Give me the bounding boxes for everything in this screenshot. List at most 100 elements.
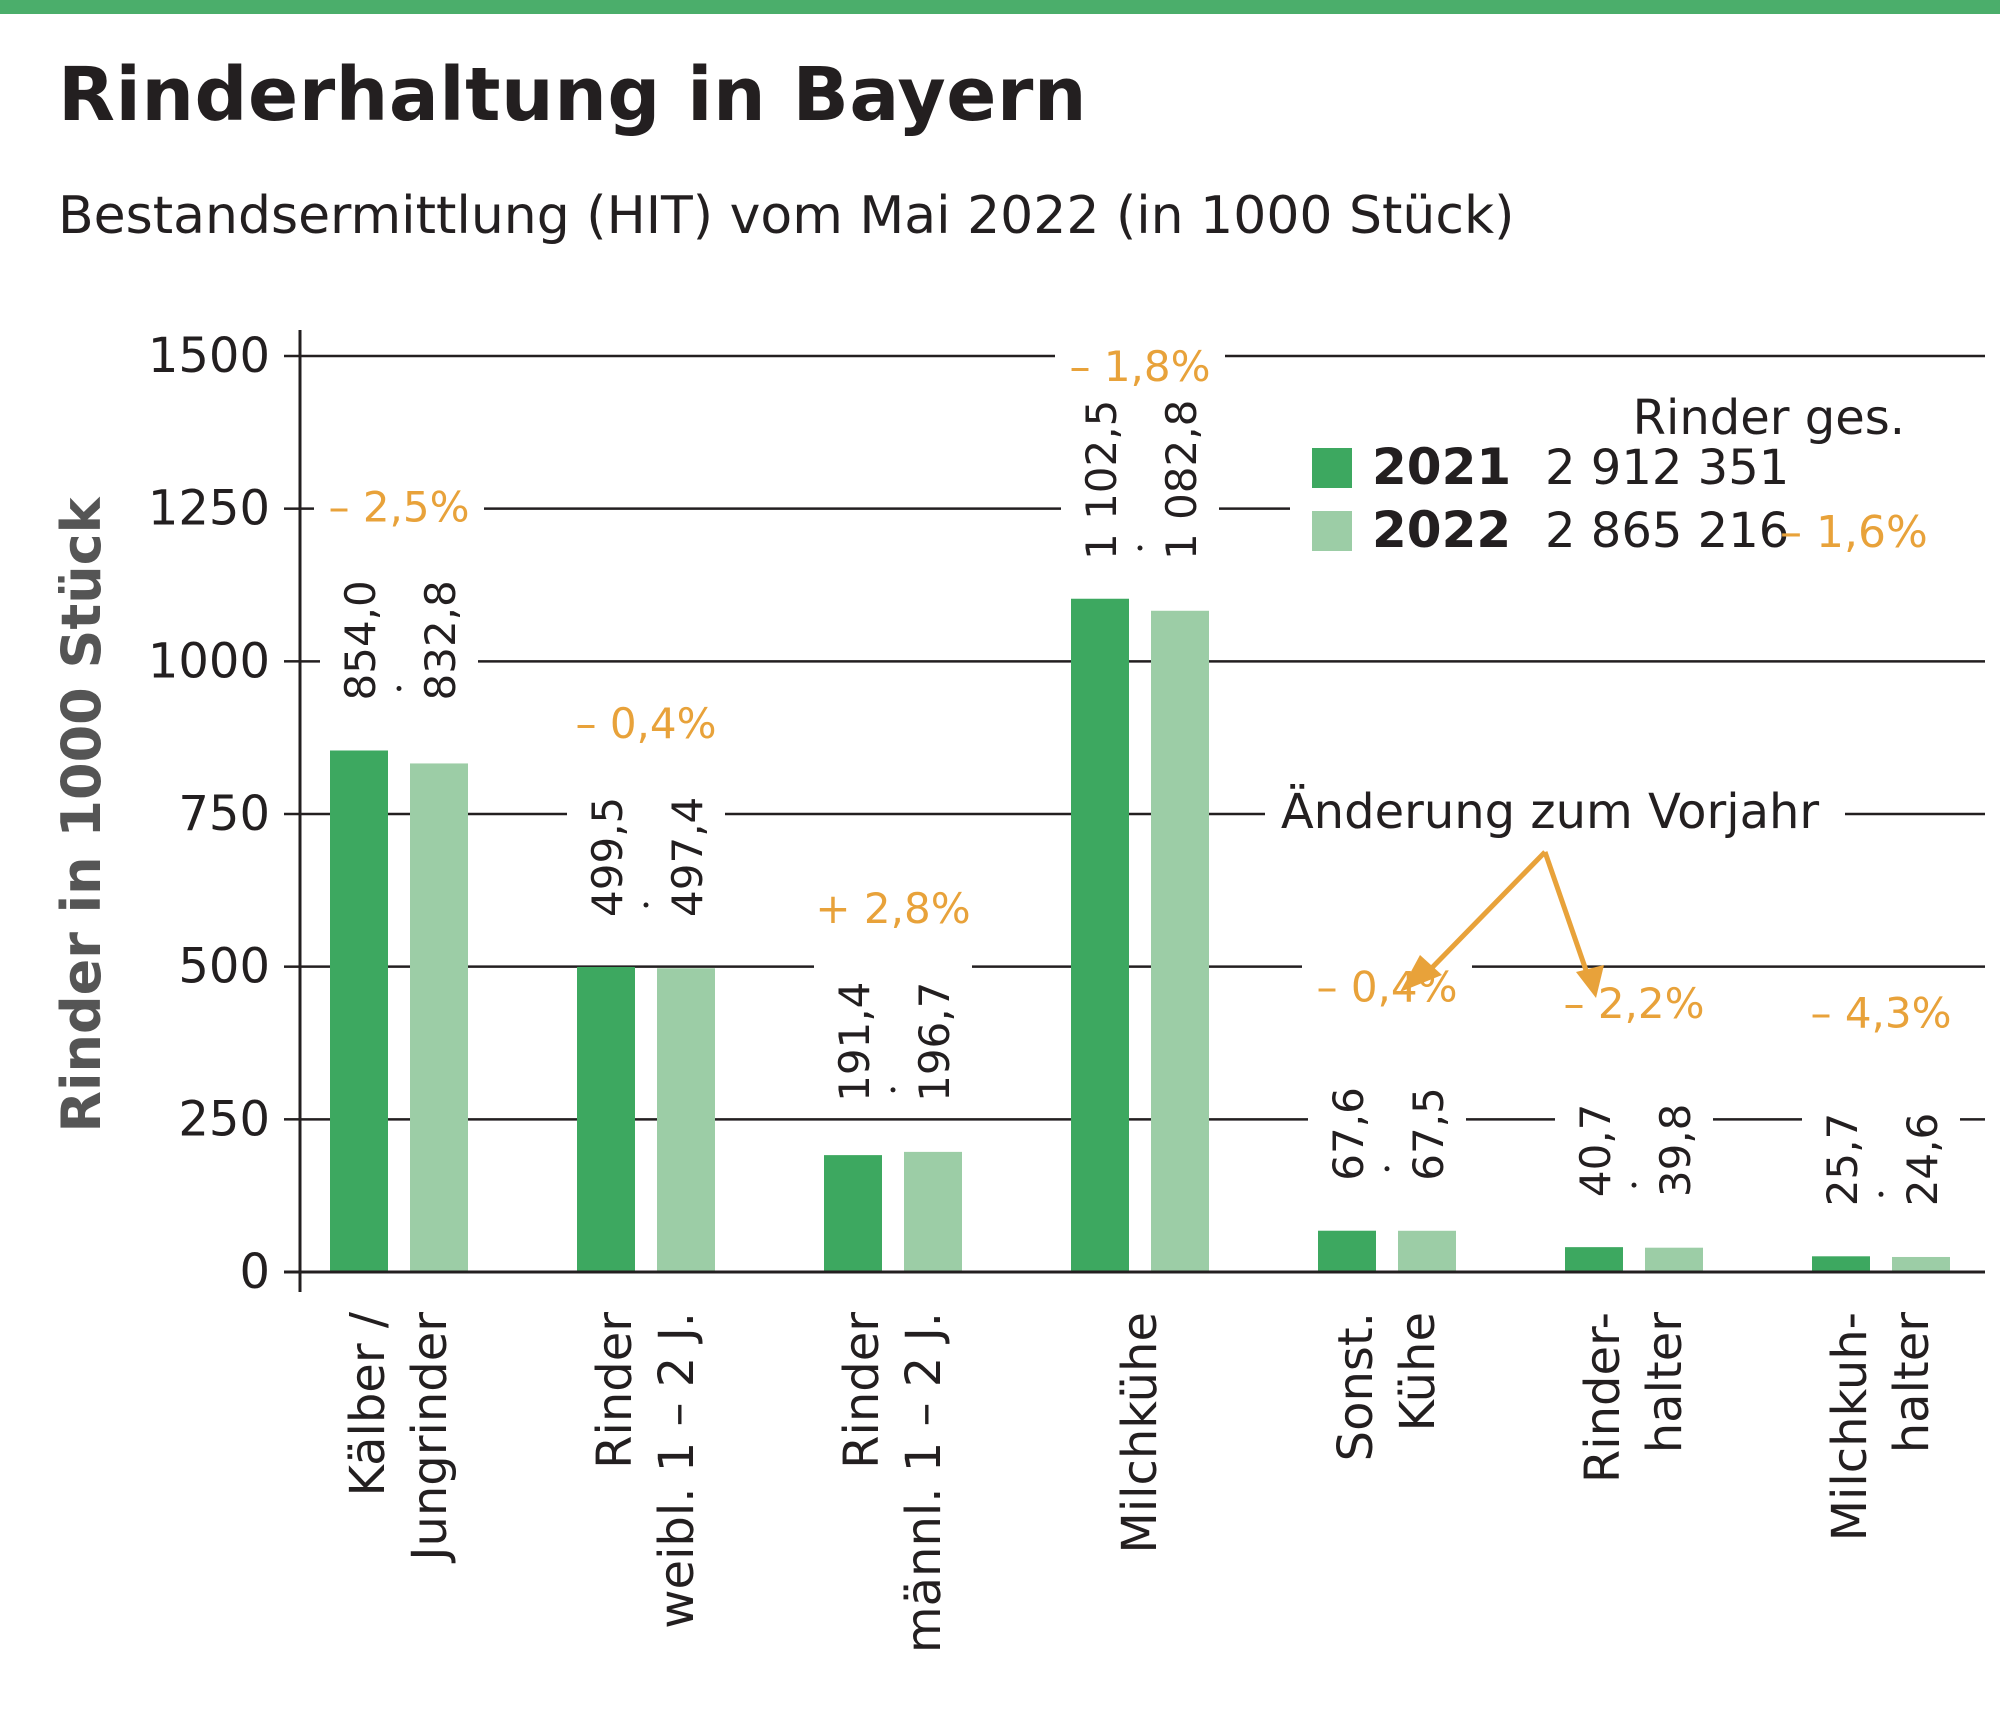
bar-2022 [904, 1151, 962, 1272]
change-label: – 4,3% [1810, 988, 1951, 1037]
legend: Rinder ges. 2021 2 912 351 2022 2 865 216– 1… [1312, 390, 1928, 559]
change-annotation: Änderung zum Vorjahr [1281, 784, 1820, 998]
bar-2022 [1892, 1256, 1950, 1272]
category-label: Rinder [587, 1312, 643, 1469]
y-tick-label: 500 [178, 939, 270, 995]
legend-total-2022: 2 865 216 [1545, 503, 1789, 559]
label-separator-dot [890, 1087, 896, 1093]
annotation-arrow-right [1542, 851, 1591, 977]
label-knockout [1555, 1032, 1713, 1208]
change-knockout [808, 876, 978, 937]
change-label: – 2,5% [328, 482, 469, 531]
annotation-arrow-left [1418, 850, 1547, 982]
change-knockout [1796, 981, 1966, 1042]
value-label-2022: 67,5 [1404, 1087, 1453, 1181]
value-label-2022: 196,7 [910, 982, 959, 1102]
category-label: halter [1637, 1312, 1693, 1454]
value-label-2022: 497,4 [663, 797, 712, 917]
label-separator-dot [1878, 1191, 1884, 1197]
bar-2021 [330, 750, 388, 1272]
legend-knockout [1290, 380, 1990, 580]
value-label-2021: 1 102,5 [1077, 400, 1126, 560]
value-label-2021: 40,7 [1571, 1104, 1620, 1198]
category-label: Milchkuh- [1822, 1312, 1878, 1541]
y-tick-label: 750 [178, 786, 270, 842]
legend-total-2021: 2 912 351 [1545, 440, 1789, 496]
legend-year-2021: 2021 [1372, 438, 1511, 496]
category-label: Milchkühe [1112, 1312, 1168, 1554]
bar-2021 [1318, 1230, 1376, 1272]
annotation-text: Änderung zum Vorjahr [1281, 784, 1820, 840]
axes: 0 250 500 750 1000 1250 1500 Rinder in 1000 Stü… [50, 328, 1985, 1653]
label-knockout [567, 751, 725, 927]
value-label-2021: 854,0 [336, 580, 385, 700]
change-knockout [314, 475, 484, 536]
legend-swatch-2022 [1312, 511, 1352, 551]
category-label: männl. 1 – 2 J. [896, 1312, 952, 1653]
data-labels: 854,0 832,8 – 2,5% 499,5 497,4 – 0,4% 191,4 196… [314, 335, 1990, 1217]
category-label: Kälber / [340, 1311, 396, 1496]
value-label-2022: 832,8 [416, 580, 465, 700]
category-label: weibl. 1 – 2 J. [649, 1312, 705, 1629]
legend-swatch-2021 [1312, 448, 1352, 488]
label-knockout [320, 535, 478, 711]
y-tick-label: 0 [239, 1244, 270, 1300]
label-separator-dot [1384, 1166, 1390, 1172]
annotation-arrowhead-right [1576, 965, 1604, 998]
y-tick-label: 250 [178, 1091, 270, 1147]
change-label: – 1,8% [1069, 342, 1210, 391]
value-label-2022: 1 082,8 [1157, 400, 1206, 560]
bar-2021 [1565, 1247, 1623, 1272]
category-label: Rinder [834, 1312, 890, 1469]
change-label: – 0,4% [575, 699, 716, 748]
label-knockout [1308, 1015, 1466, 1191]
label-separator-dot [1631, 1182, 1637, 1188]
label-knockout [1802, 1041, 1960, 1217]
category-label: Jungrinder [402, 1312, 458, 1564]
chart-subtitle: Bestandsermittlung (HIT) vom Mai 2022 (i… [58, 186, 1515, 246]
change-knockout [1055, 335, 1225, 395]
label-knockout [814, 936, 972, 1112]
change-label: + 2,8% [815, 884, 970, 933]
label-separator-dot [1137, 545, 1143, 551]
bar-2021 [1812, 1256, 1870, 1272]
bar-2022 [1645, 1247, 1703, 1272]
label-separator-dot [396, 685, 402, 691]
bar-2022 [1398, 1230, 1456, 1272]
bar-2022 [410, 763, 468, 1272]
y-tick-label: 1500 [148, 328, 270, 384]
bar-2022 [657, 968, 715, 1272]
category-label: Rinder- [1575, 1312, 1631, 1483]
value-label-2022: 24,6 [1898, 1113, 1947, 1207]
label-separator-dot [643, 902, 649, 908]
value-label-2021: 67,6 [1324, 1087, 1373, 1181]
change-knockout [561, 691, 731, 752]
y-tick-label: 1250 [148, 481, 270, 537]
value-label-2022: 39,8 [1651, 1104, 1700, 1198]
category-label: Sonst. [1328, 1312, 1384, 1461]
bar-2021 [1071, 598, 1129, 1272]
annotation-knockout [1265, 775, 1845, 845]
category-label: halter [1884, 1312, 1940, 1454]
bar-2021 [577, 966, 635, 1272]
change-label: – 2,2% [1563, 979, 1704, 1028]
change-knockout [1302, 955, 1472, 1016]
label-knockout [1061, 395, 1219, 570]
y-tick-label: 1000 [148, 633, 270, 689]
bars [330, 598, 1950, 1272]
bar-2021 [824, 1155, 882, 1272]
value-label-2021: 25,7 [1818, 1113, 1867, 1207]
change-knockout [1549, 972, 1719, 1033]
value-label-2021: 191,4 [830, 982, 879, 1102]
legend-heading: Rinder ges. [1633, 390, 1905, 446]
annotation-arrowhead-left [1400, 955, 1442, 992]
chart-title: Rinderhaltung in Bayern [58, 52, 1088, 138]
bar-2022 [1151, 610, 1209, 1272]
legend-change-2022: – 1,6% [1780, 507, 1928, 558]
y-axis-title: Rinder in 1000 Stück [50, 496, 113, 1132]
legend-year-2022: 2022 [1372, 501, 1511, 559]
value-label-2021: 499,5 [583, 797, 632, 917]
top-color-band [0, 0, 2000, 14]
category-label: Kühe [1390, 1312, 1446, 1431]
